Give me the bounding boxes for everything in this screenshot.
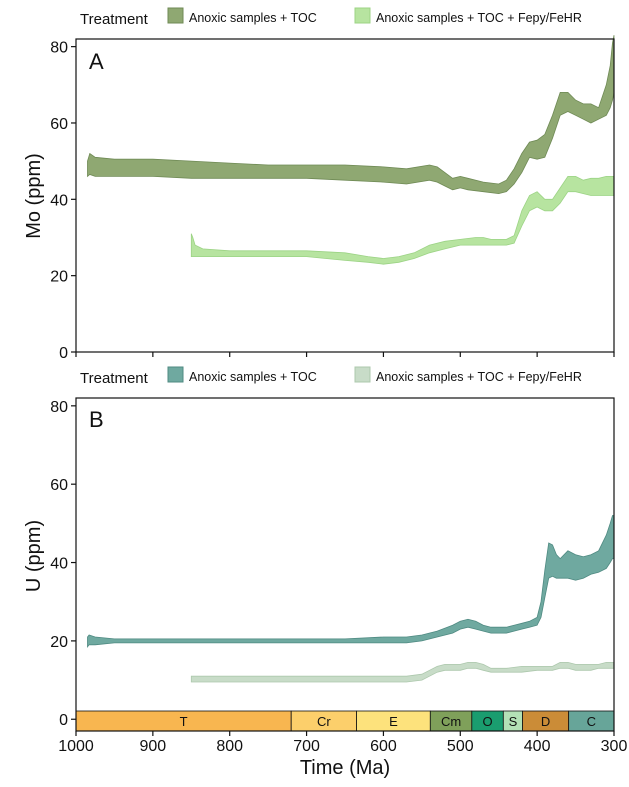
legend-b-swatch-2: [354, 366, 371, 383]
plot-b-frame: [75, 397, 615, 732]
legend-b-title: Treatment: [80, 370, 149, 387]
legend-b: Treatment Anoxic samples + TOC Anoxic sa…: [80, 366, 582, 387]
plot-b-xtick-label-0: 1000: [58, 738, 94, 755]
period-label-t: T: [180, 714, 188, 729]
period-label-cr: Cr: [317, 714, 331, 729]
plot-b-ytick-label-3: 60: [50, 477, 68, 494]
plot-a-series: [87, 35, 615, 265]
plot-a-ytick-label-4: 80: [50, 40, 68, 57]
plot-b-xtick-label-4: 600: [370, 738, 397, 755]
plot-b-xtick-label-6: 400: [524, 738, 551, 755]
timescale-bar: T Cr E Cm O S D C: [75, 710, 615, 732]
plot-b-ytick-label-4: 80: [50, 399, 68, 416]
plot-a-yaxis: 0 20 40 60 80: [50, 40, 76, 362]
plot-a-ytick-label-0: 0: [59, 345, 68, 362]
legend-a-swatch-1: [167, 7, 184, 24]
period-label-cm: Cm: [441, 714, 461, 729]
series-band-2: [190, 662, 615, 683]
plot-b-xtick-label-3: 700: [293, 738, 320, 755]
period-label-o: O: [483, 714, 493, 729]
period-label-d: D: [541, 714, 550, 729]
panel-a-label: A: [89, 49, 104, 74]
plot-a-frame: [75, 38, 615, 353]
series-band-1: [87, 515, 615, 648]
plot-b-series: [87, 515, 615, 683]
plot-a-xticks: [75, 352, 615, 357]
plot-a-ytick-label-2: 40: [50, 192, 68, 209]
plot-b-xtick-label-7: 300: [601, 738, 628, 755]
legend-a: Treatment Anoxic samples + TOC Anoxic sa…: [80, 7, 582, 28]
panel-b: Treatment Anoxic samples + TOC Anoxic sa…: [23, 366, 627, 779]
panel-a: Treatment Anoxic samples + TOC Anoxic sa…: [23, 7, 615, 362]
series-band-2: [190, 176, 615, 265]
period-label-e: E: [389, 714, 398, 729]
plot-b-xtick-label-5: 500: [447, 738, 474, 755]
legend-a-swatch-2: [354, 7, 371, 24]
y-axis-label-a: Mo (ppm): [23, 153, 45, 239]
panel-b-label: B: [89, 407, 104, 432]
x-axis-label: Time (Ma): [300, 757, 390, 779]
plot-b-ytick-label-1: 20: [50, 634, 68, 651]
legend-a-title: Treatment: [80, 11, 149, 28]
legend-a-label-2: Anoxic samples + TOC + Fepy/FeHR: [376, 11, 582, 25]
series-band-1: [87, 35, 615, 195]
legend-b-swatch-1: [167, 366, 184, 383]
period-label-s: S: [509, 714, 518, 729]
plot-a-ytick-label-3: 60: [50, 116, 68, 133]
plot-a-ytick-label-1: 20: [50, 269, 68, 286]
plot-b-ytick-label-2: 40: [50, 556, 68, 573]
period-label-c: C: [587, 714, 596, 729]
y-axis-label-b: U (ppm): [23, 520, 45, 592]
plot-b-xtick-label-2: 800: [216, 738, 243, 755]
plot-b-xaxis: 1000 900 800 700 600 500 400 300: [58, 731, 627, 755]
plot-b-yaxis: 0 20 40 60 80: [50, 399, 76, 729]
legend-a-label-1: Anoxic samples + TOC: [189, 11, 317, 25]
plot-b-ytick-label-0: 0: [59, 712, 68, 729]
legend-b-label-2: Anoxic samples + TOC + Fepy/FeHR: [376, 370, 582, 384]
legend-b-label-1: Anoxic samples + TOC: [189, 370, 317, 384]
plot-b-xtick-label-1: 900: [140, 738, 167, 755]
